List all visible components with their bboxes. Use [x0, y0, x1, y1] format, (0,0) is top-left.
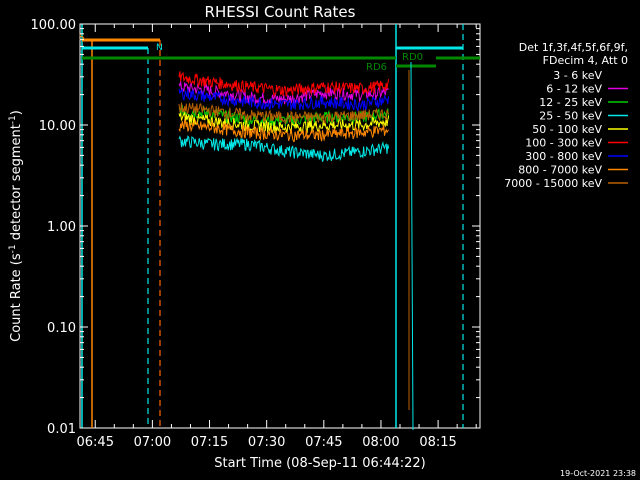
legend-label: 25 - 50 keV	[539, 110, 602, 123]
legend-label: 6 - 12 keV	[546, 83, 602, 96]
legend-header-line1: Det 1f,3f,4f,5f,6f,9f,	[519, 41, 628, 54]
series-group	[178, 71, 390, 162]
flag-label-rd0: RD0	[402, 52, 423, 63]
x-tick-label: 08:00	[362, 435, 399, 450]
x-axis: 06:45 07:00 07:15 07:30 07:45 08:00 08:15	[77, 24, 477, 450]
flag-line-cyan-spike	[410, 61, 414, 431]
y-tick-label: 1.00	[47, 220, 76, 235]
series-line	[178, 135, 390, 162]
flag-label-rd6: RD6	[366, 62, 387, 73]
flag-lines	[81, 24, 480, 431]
x-tick-label: 06:45	[77, 435, 114, 450]
legend-label: 800 - 7000 keV	[518, 164, 602, 177]
y-tick-label: 100.00	[31, 18, 77, 33]
flag-label-s: S	[79, 33, 85, 43]
legend-label: 3 - 6 keV	[553, 69, 602, 82]
legend-label: 300 - 800 keV	[525, 150, 602, 163]
timestamp: 19-Oct-2021 23:38	[560, 469, 636, 478]
x-tick-label: 07:30	[248, 435, 285, 450]
y-axis: 0.01 0.10 1.00 10.00 100.00	[31, 18, 480, 437]
y-axis-label-main: Count Rate (s	[9, 253, 24, 342]
series-line	[178, 111, 390, 134]
series-line	[178, 71, 390, 98]
series-line	[178, 104, 390, 127]
x-tick-label: 08:15	[419, 435, 456, 450]
legend-label: 100 - 300 keV	[525, 137, 602, 150]
legend-label: 50 - 100 keV	[532, 123, 602, 136]
x-tick-label: 07:45	[305, 435, 342, 450]
flag-label-n: N	[156, 43, 163, 53]
legend: Det 1f,3f,4f,5f,6f,9f, FDecim 4, Att 0 3…	[504, 41, 628, 190]
x-axis-label: Start Time (08-Sep-11 06:44:22)	[214, 456, 425, 471]
x-tick-label: 07:15	[191, 435, 228, 450]
chart-title: RHESSI Count Rates	[205, 3, 356, 21]
legend-header-line2: FDecim 4, Att 0	[543, 54, 628, 67]
series-line	[178, 88, 390, 113]
y-axis-label-mid: detector segment	[9, 124, 24, 244]
series-line	[178, 118, 390, 142]
y-tick-label: 10.00	[39, 119, 76, 134]
x-tick-label: 07:00	[134, 435, 171, 450]
y-tick-label: 0.01	[47, 422, 76, 437]
legend-label: 7000 - 15000 keV	[504, 177, 602, 190]
y-axis-label: Count Rate (s-1 detector segment-1)	[8, 110, 24, 342]
y-axis-label-end: )	[9, 110, 24, 115]
y-axis-label-sup1: -1	[8, 244, 18, 253]
y-tick-label: 0.10	[47, 321, 76, 336]
legend-label: 12 - 25 keV	[539, 96, 602, 109]
y-axis-label-sup2: -1	[8, 115, 18, 124]
series-line	[178, 102, 390, 125]
